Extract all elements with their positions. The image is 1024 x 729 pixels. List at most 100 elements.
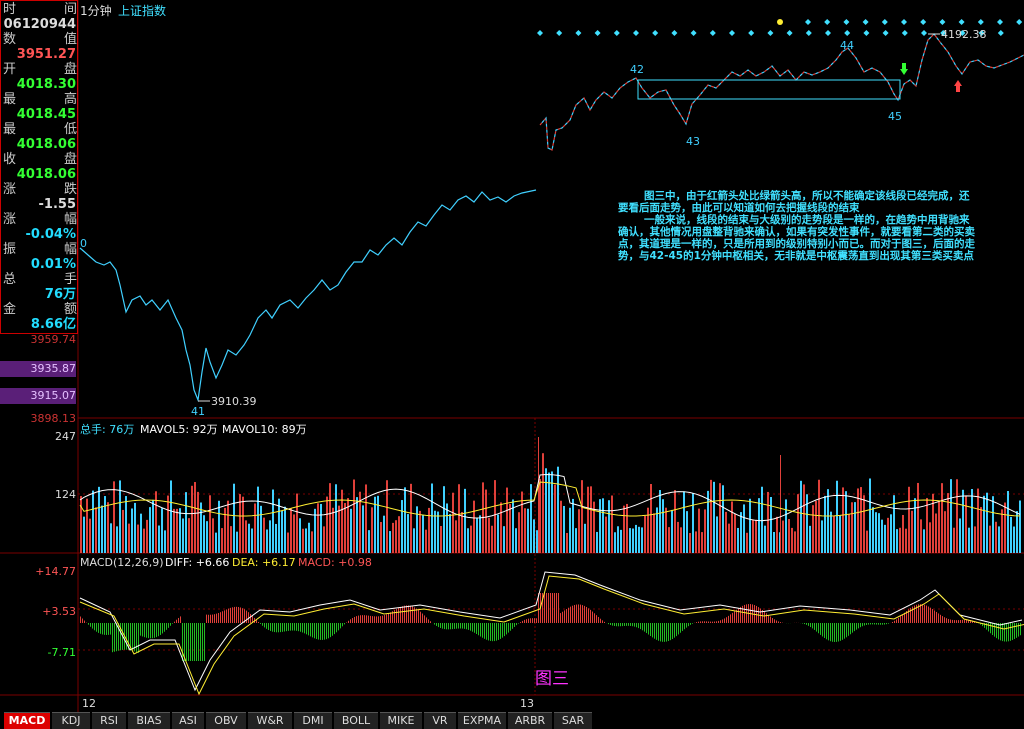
macd-bar [990,623,991,634]
volume-bar [311,531,313,553]
macd-bar [682,623,683,631]
macd-bar [678,623,679,635]
marker-dot [652,30,659,36]
tab-rsi[interactable]: RSI [92,712,126,729]
tab-obv[interactable]: OBV [206,712,246,729]
macd-bar [412,606,413,623]
macd-bar [434,623,435,625]
volume-bar [206,521,208,553]
tab-kdj[interactable]: KDJ [52,712,90,729]
macd-bar [660,623,661,642]
tab-mike[interactable]: MIKE [380,712,422,729]
macd-bar [1014,623,1015,640]
tab-expma[interactable]: EXPMA [458,712,506,729]
marker-dot [786,30,793,36]
macd-bar [692,623,693,624]
macd-bar [704,621,705,623]
volume-bar [617,526,619,553]
macd-bar [928,606,929,623]
volume-bar [266,529,268,553]
info-row: -0.04% [1,225,77,244]
macd-bar [184,623,185,661]
macd-bar [894,620,895,623]
volume-bar [350,508,352,553]
volume-bar [977,488,979,553]
tab-sar[interactable]: SAR [554,712,592,729]
volume-bar [656,507,658,553]
tab-dmi[interactable]: DMI [294,712,332,729]
volume-bar [176,508,178,553]
volume-bar [518,512,520,553]
macd-bar [314,623,315,639]
macd-bar [294,623,295,631]
macd-value: MACD: +0.98 [298,556,372,569]
macd-bar [1020,623,1021,636]
volume-bar [86,498,88,553]
macd-bar [992,623,993,636]
macd-bar [132,623,133,651]
volume-bar [1013,526,1015,553]
macd-bar [558,593,559,623]
volume-bar [122,509,124,553]
macd-bar [940,614,941,623]
macd-bar [726,617,727,623]
macd-bar [392,611,393,623]
macd-bar [914,605,915,623]
volume-bar [959,518,961,553]
volume-bar [671,509,673,553]
tab-wr[interactable]: W&R [248,712,292,729]
macd-axis-label: -7.71 [47,646,76,659]
tab-macd[interactable]: MACD [4,712,50,729]
tab-arbr[interactable]: ARBR [508,712,552,729]
volume-bar [884,524,886,553]
tab-vr[interactable]: VR [424,712,456,729]
macd-bar [938,613,939,623]
volume-bar [611,495,613,553]
info-row: 数值 [1,30,77,49]
volume-bar [863,495,865,553]
macd-bar [698,621,699,623]
volume-bar [521,491,523,553]
macd-bar [204,623,205,661]
volume-bar [119,480,121,553]
index-name-label[interactable]: 上证指数 [118,4,167,18]
price-axis-label: 3898.13 [30,412,77,425]
macd-bar [942,616,943,623]
info-row: 4018.45 [1,105,77,124]
point-label: 0 [80,237,87,250]
macd-bar [968,619,969,623]
volume-bar [515,528,517,553]
volume-bar [161,508,163,553]
volume-bar [158,525,160,553]
macd-bar [668,623,669,642]
macd-bar [562,611,563,623]
macd-bar [680,623,681,633]
macd-bar [534,618,535,623]
note-paragraph-2: 一般来说，线段的结束与大级别的走势段是一样的，在趋势中用背驰来确认，其他情况用盘… [618,214,975,262]
macd-bar [688,623,689,627]
marker-dot [863,30,870,36]
volume-bar [131,508,133,553]
macd-bar [892,621,893,623]
volume-bar [323,526,325,553]
info-row: 最低 [1,120,77,139]
volume-bar [758,498,760,553]
volume-bar [494,480,496,553]
tab-asi[interactable]: ASI [172,712,204,729]
volume-bar [845,491,847,553]
macd-bar [764,611,765,623]
tab-boll[interactable]: BOLL [334,712,378,729]
tab-bias[interactable]: BIAS [128,712,170,729]
macd-bar [466,623,467,630]
macd-bar [958,620,959,623]
macd-bar [856,623,857,630]
period-label[interactable]: 1分钟 [80,4,112,18]
price-axis-marker: 3915.07 [0,388,76,404]
volume-bar [356,497,358,553]
volume-bar [707,490,709,553]
info-row: 0.01% [1,255,77,274]
macd-bar [516,623,517,626]
price-axis-marker: 3935.87 [0,361,76,377]
macd-bar [898,617,899,623]
volume-bar [458,484,460,553]
